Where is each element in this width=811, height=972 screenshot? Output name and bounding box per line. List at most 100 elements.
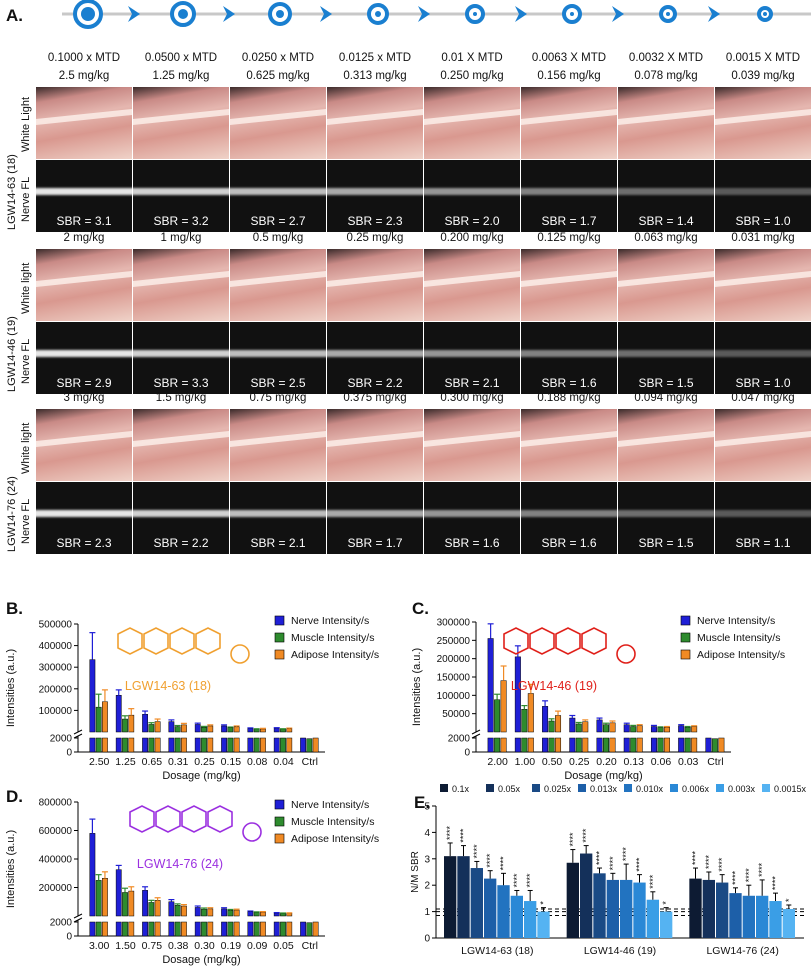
dose-label: 3 mg/kg [63,392,105,404]
bar-adipose [154,900,161,917]
sbr-bar [756,895,769,938]
white-light-image [618,249,714,321]
bar-adipose-lower [102,921,108,937]
bar-muscle-lower [306,922,313,937]
bar-nerve [89,659,96,733]
x-tick-label: 0.08 [247,756,268,768]
y-tick-label: 5 [424,802,430,813]
bar-muscle [227,727,234,733]
bar-nerve-lower [705,737,712,753]
significance-label: * [539,901,549,905]
legend-label: Muscle Intensity/s [697,632,780,644]
legend-swatch [274,632,285,643]
sbr-bar [782,908,795,938]
significance-label: **** [445,825,455,840]
nerve-fluorescence-image: SBR = 3.2 [133,160,229,232]
white-light-row-label: White light [20,422,32,474]
nerve-signal [230,350,326,357]
chart-e: E. 0.1x 0.05x 0.025x 0.013x 0.010x 0.006x 0.003… [410,784,807,957]
dose-label: 0.078 mg/kg [634,70,698,82]
sbr-bar [716,882,729,938]
significance-label: **** [621,847,631,862]
sbr-bar [660,911,673,938]
white-light-image [133,87,229,159]
bar-muscle-lower [253,921,260,937]
bar-muscle-lower [494,737,501,753]
bar-nerve [678,725,685,733]
bar-adipose-lower [207,737,214,753]
bar-muscle [95,880,102,917]
legend-swatch [532,784,540,792]
white-light-image [36,87,132,159]
sbr-value: SBR = 2.2 [347,376,403,390]
legend-label: Adipose Intensity/s [697,649,785,661]
bar-nerve [142,714,148,733]
white-light-image [230,87,326,159]
bar-muscle-lower [95,737,102,753]
sbr-value: SBR = 2.2 [153,536,209,550]
white-light-image [521,87,617,159]
significance-label: **** [472,844,482,859]
axis-break-mark [73,729,83,735]
y-tick-label: 600000 [39,826,73,837]
y-axis-label: Intensities (a.u.) [5,830,17,908]
bar-adipose [102,701,108,733]
bar-muscle-lower [201,737,207,753]
compound-row-label: LGW14-46 (19) [6,316,18,392]
bar-adipose-lower [181,737,187,753]
axis-break-mark [73,913,83,919]
panel-label: D. [6,787,23,806]
bar-nerve [650,726,657,733]
x-axis-label: Dosage (mg/kg) [162,770,240,782]
nerve-signal [36,350,132,357]
white-light-image [327,249,423,321]
sbr-bar [702,879,715,938]
bar-adipose [260,728,266,733]
bar-adipose [286,728,293,733]
nerve-fluorescence-image: SBR = 1.6 [521,482,617,554]
chevron-right-icon [418,6,430,22]
white-light-image [715,249,811,321]
nerve-signal [36,188,132,195]
bar-muscle [253,728,260,733]
nerve-fl-row-label: Nerve FL [20,338,32,384]
bar-adipose [154,721,161,733]
bar-muscle-lower [521,737,528,753]
nerve-fluorescence-image: SBR = 1.5 [618,322,714,394]
bar-nerve-lower [168,921,175,937]
sbr-bar [606,879,619,938]
sbr-bar [484,878,497,938]
nerve-fluorescence-image: SBR = 3.1 [36,160,132,232]
legend-swatch [440,784,448,792]
bar-muscle-lower [122,737,128,753]
bar-muscle-lower [603,737,609,753]
bar-adipose-lower [527,737,534,753]
x-tick-label: 0.31 [168,756,189,768]
bar-nerve-lower [142,737,148,753]
nerve-signal [618,510,714,517]
mtd-label: 0.0125 x MTD [338,52,412,64]
sbr-bar [444,856,457,938]
bar-adipose-lower [233,737,240,753]
sbr-bar [497,885,510,938]
nerve-fluorescence-image: SBR = 1.1 [715,482,811,554]
sbr-bar [769,901,782,938]
bar-adipose [181,905,187,917]
sbr-value: SBR = 1.4 [638,214,694,228]
white-light-image [618,87,714,159]
dose-label: 0.125 mg/kg [537,232,601,244]
bar-adipose-lower [691,737,698,753]
significance-label: **** [459,828,469,843]
x-tick-label: 0.04 [273,756,294,768]
bar-muscle [630,726,637,733]
bar-adipose [691,726,698,733]
ring [169,627,195,655]
sbr-value: SBR = 1.6 [444,536,500,550]
bar-adipose [102,877,108,917]
bar-muscle-lower [174,921,181,937]
sbr-value: SBR = 2.5 [250,376,306,390]
x-tick-label: 0.06 [651,756,672,768]
group-label: LGW14-63 (18) [461,945,533,957]
nerve-signal [618,350,714,357]
bar-adipose-lower [663,737,670,753]
